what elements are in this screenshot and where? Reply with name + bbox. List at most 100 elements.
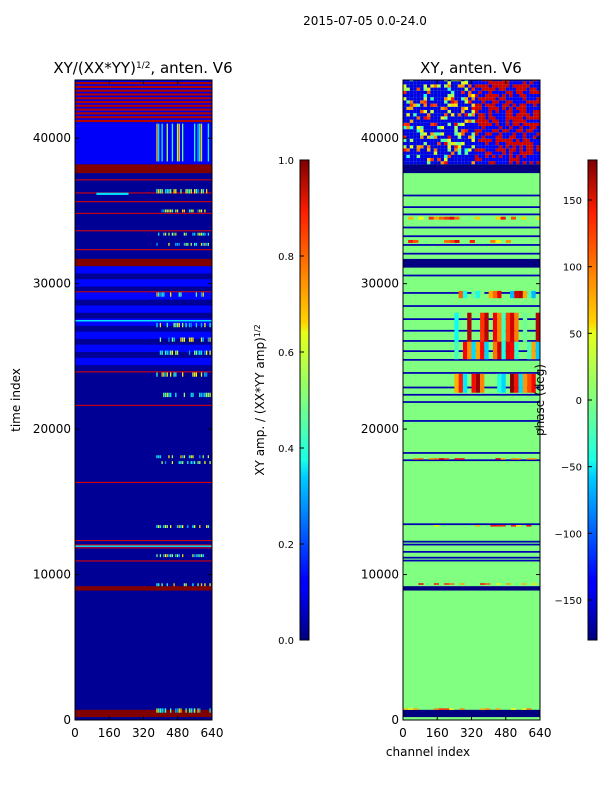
phase-noise-cell: [464, 132, 469, 136]
phase-noise-cell: [478, 122, 482, 126]
phase-noise-cell: [471, 122, 475, 126]
phase-noise-cell: [519, 148, 523, 152]
left-plot-title: XY/(XX*YY)1/2, anten. V6: [53, 59, 232, 77]
phase-noise-cell: [505, 100, 510, 104]
phase-noise-cell: [485, 148, 489, 152]
phase-accent-cell: [413, 240, 419, 243]
phase-noise-cell: [488, 161, 493, 165]
phase-noise-cell: [426, 141, 431, 146]
phase-noise-cell: [481, 119, 486, 123]
amp-bright-cell: [171, 232, 174, 236]
amp-bright-cell: [185, 583, 187, 587]
amp-bright-cell: [156, 292, 158, 297]
phase-noise-cell: [495, 80, 499, 82]
amp-bright-cell: [166, 350, 168, 355]
amp-top-row: [75, 118, 212, 120]
phase-accent-cell: [418, 583, 424, 585]
phase-noise-cell: [406, 135, 410, 139]
phase-noise-cell: [505, 154, 510, 158]
phase-noise-cell: [457, 125, 462, 130]
phase-noise-cell: [522, 145, 527, 149]
phase-noise-cell: [403, 125, 407, 130]
phase-noise-cell: [529, 145, 534, 149]
amp-bright-cell: [173, 372, 175, 377]
phase-noise-cell: [488, 109, 493, 114]
phase-noise-cell: [516, 138, 520, 142]
phase-noise-cell: [450, 129, 455, 133]
phase-noise-cell: [426, 138, 431, 142]
phase-noise-cell: [450, 81, 455, 85]
phase-noise-cell: [464, 109, 469, 114]
phase-noise-cell: [522, 138, 527, 142]
phase-noise-cell: [437, 80, 441, 82]
phase-noise-cell: [516, 129, 520, 133]
phase-noise-cell: [450, 141, 455, 146]
amp-bright-cell: [209, 350, 211, 355]
phase-noise-cell: [474, 145, 479, 149]
colorbar-tick-label: −100: [555, 529, 582, 540]
phase-cyan-patch: [510, 290, 515, 299]
phase-noise-cell: [468, 93, 472, 98]
phase-noise-cell: [488, 100, 493, 104]
phase-noise-cell: [488, 103, 493, 107]
phase-noise-cell: [423, 125, 427, 130]
phase-noise-cell: [468, 100, 472, 104]
phase-noise-cell: [492, 106, 496, 110]
phase-noise-cell: [430, 106, 434, 110]
phase-noise-cell: [474, 148, 479, 152]
phase-noise-cell: [478, 116, 482, 120]
phase-noise-cell: [433, 87, 438, 91]
phase-noise-cell: [495, 106, 499, 110]
phase-noise-cell: [509, 161, 513, 165]
phase-noise-cell: [505, 145, 510, 149]
phase-noise-cell: [485, 93, 489, 98]
phase-accent-cell: [490, 525, 496, 527]
phase-noise-cell: [481, 109, 486, 114]
phase-noise-cell: [522, 119, 527, 123]
phase-noise-cell: [457, 100, 462, 104]
phase-noise-cell: [488, 148, 493, 152]
phase-noise-cell: [474, 90, 479, 94]
amp-bright-cell: [173, 322, 175, 328]
phase-noise-cell: [512, 154, 517, 158]
phase-noise-cell: [430, 93, 434, 98]
phase-noise-cell: [509, 84, 513, 88]
phase-noise-cell: [440, 103, 445, 107]
phase-noise-cell: [519, 116, 523, 120]
phase-noise-cell: [512, 93, 517, 98]
phase-noise-cell: [468, 145, 472, 149]
phase-cyan-patch: [475, 290, 481, 299]
phase-noise-cell: [447, 161, 451, 165]
phase-noise-cell: [433, 113, 438, 117]
phase-noise-cell: [502, 81, 506, 85]
amp-bright-cell: [209, 708, 211, 713]
phase-noise-cell: [420, 161, 424, 165]
amp-bright-cell: [200, 554, 203, 558]
amp-bright-cell: [187, 189, 189, 194]
phase-noise-cell: [423, 148, 427, 152]
amp-bright-cell: [159, 189, 162, 194]
phase-noise-cell: [536, 132, 540, 136]
phase-noise-cell: [426, 151, 431, 155]
phase-noise-cell: [454, 103, 458, 107]
phase-noise-cell: [440, 87, 445, 91]
phase-noise-cell: [420, 90, 424, 94]
amp-top-row: [75, 95, 212, 98]
phase-noise-cell: [492, 122, 496, 126]
phase-noise-cell: [440, 116, 445, 120]
amp-bright-cell: [164, 392, 167, 398]
phase-noise-cell: [485, 100, 489, 104]
phase-noise-cell: [468, 161, 472, 165]
phase-noise-cell: [529, 129, 534, 133]
phase-accent-cell: [469, 240, 475, 243]
phase-noise-cell: [406, 122, 410, 126]
phase-noise-cell: [447, 145, 451, 149]
phase-noise-cell: [447, 141, 451, 146]
phase-noise-cell: [444, 106, 448, 110]
amp-cyan-line: [96, 192, 129, 195]
phase-accent-cell: [449, 708, 455, 710]
phase-noise-cell: [516, 97, 520, 101]
phase-noise-cell: [406, 80, 410, 82]
phase-navy-line: [403, 206, 540, 208]
right-x-axis-label: channel index: [386, 745, 470, 759]
